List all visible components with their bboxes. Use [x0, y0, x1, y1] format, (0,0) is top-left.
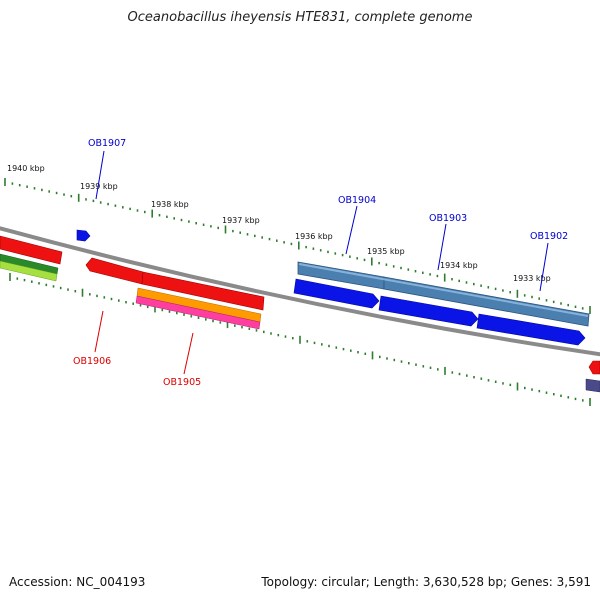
label-ob1903[interactable]: OB1903	[429, 213, 467, 224]
connector-ob1903	[437, 223, 447, 271]
gene-left-lightgreen[interactable]	[0, 260, 58, 282]
connector-ob1902	[539, 242, 549, 292]
kbp-label-1937: 1937 kbp	[222, 216, 260, 225]
gene-left-red[interactable]	[0, 235, 63, 265]
forward-genes	[76, 229, 590, 327]
gene-blue-1[interactable]	[293, 278, 380, 309]
label-ob1906[interactable]: OB1906	[73, 356, 111, 367]
inner-ruler-ring	[9, 273, 591, 406]
kbp-label-1939: 1939 kbp	[80, 182, 118, 191]
gene-ob1907[interactable]	[76, 229, 91, 242]
label-connectors	[94, 150, 549, 375]
gene-blue-3[interactable]	[476, 313, 586, 346]
label-ob1907[interactable]: OB1907	[88, 138, 126, 149]
kbp-label-1935: 1935 kbp	[367, 247, 405, 256]
gene-blue-2[interactable]	[378, 295, 479, 327]
label-ob1905[interactable]: OB1905	[163, 377, 201, 388]
kbp-label-1940: 1940 kbp	[7, 164, 45, 173]
gene-labels: OB1907 OB1904 OB1903 OB1902 OB1906 OB190…	[73, 138, 568, 388]
reverse-genes	[0, 235, 600, 393]
connector-ob1904	[345, 205, 358, 255]
kbp-label-1938: 1938 kbp	[151, 200, 189, 209]
kbp-labels: 1940 kbp 1939 kbp 1938 kbp 1937 kbp 1936…	[7, 164, 551, 283]
gene-ob1905-pink[interactable]	[135, 295, 261, 330]
genome-backbone	[0, 226, 600, 357]
genome-summary-text: Topology: circular; Length: 3,630,528 bp…	[261, 575, 591, 589]
kbp-label-1936: 1936 kbp	[295, 232, 333, 241]
outer-ruler-ring	[4, 178, 591, 314]
steelblue-highlight	[298, 263, 589, 317]
connector-ob1907	[95, 150, 105, 200]
gene-right-slate[interactable]	[585, 378, 600, 393]
gene-red-long[interactable]	[141, 271, 265, 311]
connector-ob1905	[183, 332, 194, 375]
gene-right-red[interactable]	[588, 360, 600, 375]
kbp-label-1934: 1934 kbp	[440, 261, 478, 270]
accession-text: Accession: NC_004193	[9, 575, 146, 589]
label-ob1904[interactable]: OB1904	[338, 195, 376, 206]
label-ob1902[interactable]: OB1902	[530, 231, 568, 242]
kbp-label-1933: 1933 kbp	[513, 274, 551, 283]
map-title: Oceanobacillus iheyensis HTE831, complet…	[127, 10, 473, 25]
connector-ob1906	[94, 310, 104, 353]
